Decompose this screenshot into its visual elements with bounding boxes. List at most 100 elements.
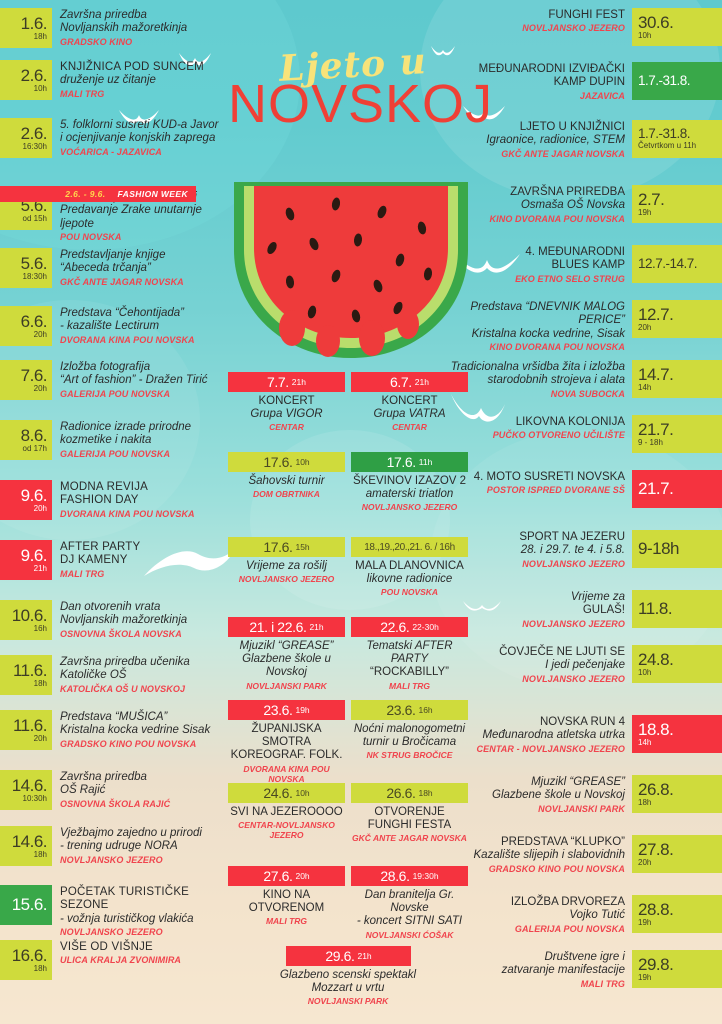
date-badge: 17.6. 15h <box>228 537 345 557</box>
event-row[interactable]: 2.6. 16:30h 5. folklorni susreti KUD-a Jav… <box>0 118 222 158</box>
event-card[interactable]: 17.6. 11h ŠKEVINOV IZAZOV 2 amaterski triat… <box>351 452 468 520</box>
event-row[interactable]: MEĐUNARODNI IZVIĐAČKI KAMP DUPIN JAZAVICA 1… <box>422 62 722 101</box>
event-row[interactable]: Vrijeme za GULAŠ! NOVLJANSKO JEZERO 11.8. <box>422 590 722 629</box>
time-text: 20h <box>33 503 47 513</box>
event-text: ČOVJEČE NE LJUTI SE I jedi pečenjake NOVLJ… <box>499 645 632 684</box>
date-badge: 11.8. <box>632 590 722 628</box>
event-row[interactable]: 14.6. 10:30h Završna priredba OŠ Rajić OSNOV… <box>0 770 222 810</box>
event-venue: JAZAVICA <box>579 90 625 101</box>
date-badge: 9.6. 21h <box>0 540 52 580</box>
date-badge: 28.8. 19h <box>632 895 722 933</box>
event-title-line: Noćni malonogometni <box>353 723 466 735</box>
event-title-line: 4. MOTO SUSRETI NOVSKA <box>473 471 625 483</box>
event-row[interactable]: 11.6. 20h Predstava “MUŠICA” Kristalna kock… <box>0 710 222 750</box>
event-row[interactable]: LJETO U KNJIŽNICI Igraonice, radionice, S… <box>422 120 722 159</box>
time-text: 10h <box>33 83 47 93</box>
time-text: 9 - 18h <box>638 437 663 447</box>
event-card[interactable]: 23.6. 19h ŽUPANIJSKA SMOTRA KOREOGRAF. FOLK… <box>228 700 345 791</box>
seagull-icon <box>452 250 522 278</box>
event-card[interactable]: 22.6. 22-30h Tematski AFTER PARTY “ROCKABIL… <box>351 617 468 698</box>
event-text: Završna priredba Novljanskih mažoretkinja… <box>52 8 187 47</box>
event-row[interactable]: FUNGHI FEST NOVLJANSKO JEZERO 30.6. 10h <box>422 8 722 46</box>
event-card[interactable]: 27.6. 20h KINO NA OTVORENOM MALI TRG <box>228 866 345 947</box>
event-row[interactable]: 4. MOTO SUSRETI NOVSKA POSTOR ISPRED DVOR… <box>422 470 722 508</box>
event-row[interactable]: PREDSTAVA “KLUPKO” Kazalište slijepih i s… <box>422 835 722 874</box>
event-venue: GRADSKO KINO POU NOVSKA <box>488 863 625 874</box>
event-row[interactable]: 5.6. 18:30h Predstavljanje knjige “Abeceda … <box>0 248 222 288</box>
watermelon-illustration <box>232 178 470 360</box>
event-row[interactable]: 9.6. 21h AFTER PARTY DJ KAMENY MALI TRG <box>0 540 222 580</box>
event-row[interactable]: Tradicionalna vršidba žita i izložba star… <box>422 360 722 399</box>
event-card[interactable]: 23.6. 16h Noćni malonogometni turnir u Broč… <box>351 700 468 791</box>
event-text: POČETAK TURISTIČKE SEZONE - vožnja turist… <box>52 885 222 938</box>
event-text: Vrijeme za GULAŠ! NOVLJANSKO JEZERO <box>522 590 632 629</box>
seagull-icon <box>430 45 456 59</box>
event-row[interactable]: 8.6. od 17h Radionice izrade prirodne kozme… <box>0 420 222 460</box>
time-text: 10:30h <box>22 793 47 803</box>
event-text: Vježbajmo zajedno u prirodi - trening udr… <box>52 826 202 865</box>
event-row[interactable]: 15.6. POČETAK TURISTIČKE SEZONE - vožnja t… <box>0 885 222 938</box>
event-row[interactable]: SPORT NA JEZERU 28. i 29.7. te 4. i 5.8. N… <box>422 530 722 569</box>
event-row[interactable]: 4. MEĐUNARODNI BLUES KAMP EKO ETNO SELO ST… <box>422 245 722 284</box>
event-row[interactable]: 2.6. 10h KNJIŽNICA POD SUNCEM druženje uz č… <box>0 60 222 100</box>
date-badge: 14.6. 10:30h <box>0 770 52 810</box>
event-row[interactable]: Društvene igre i zatvaranje manifestacije… <box>422 950 722 989</box>
event-row[interactable]: LIKOVNA KOLONIJA PUČKO OTVORENO UČILIŠTE 2… <box>422 415 722 453</box>
event-row[interactable]: Mjuzikl “GREASE” Glazbene škole u Novskoj… <box>422 775 722 814</box>
event-row[interactable]: 16.6. 18h VIŠE OD VIŠNJE ULICA KRALJA ZVONI… <box>0 940 222 980</box>
time-text: 20h <box>638 857 652 867</box>
event-row[interactable]: 6.6. 20h Predstava “Čehontijada” - kazališt… <box>0 306 222 346</box>
event-row[interactable]: ZAVRŠNA PRIREDBA Osmaša OŠ Novska KINO DVO… <box>422 185 722 224</box>
date-badge: 29.6. 21h <box>286 946 411 966</box>
event-venue: CENTAR-NOVLJANSKO JEZERO <box>238 820 335 841</box>
event-title-line: POČETAK TURISTIČKE SEZONE <box>60 886 190 912</box>
event-row[interactable]: 14.6. 18h Vježbajmo zajedno u prirodi - tre… <box>0 826 222 866</box>
event-row[interactable]: 7.6. 20h Izložba fotografija “Art of fashio… <box>0 360 222 400</box>
date-badge: 23.6. 19h <box>228 700 345 720</box>
event-title-line: I jedi pečenjake <box>545 659 625 672</box>
event-card[interactable]: 17.6. 15h Vrijeme za rošilj NOVLJANSKO JEZE… <box>228 537 345 605</box>
time-text: 20h <box>638 322 652 332</box>
time-text: 10h <box>638 667 652 677</box>
event-title-line: KAMP DUPIN <box>553 76 625 89</box>
event-text: KONCERT Grupa VATRA CENTAR <box>351 392 468 440</box>
event-card[interactable]: 18.,19.,20.,21. 6. / 16h MALA DLANOVNICA l… <box>351 537 468 605</box>
event-title-line: 4. MEĐUNARODNI <box>525 246 625 258</box>
event-title-line: SPORT NA JEZERU <box>519 531 625 543</box>
event-row[interactable]: 11.6. 18h Završna priredba učenika Katoličk… <box>0 655 222 695</box>
event-card[interactable]: 7.7. 21h KONCERT Grupa VIGOR CENTAR <box>228 372 345 440</box>
time-text: 21h <box>291 377 306 387</box>
date-badge: 27.8. 20h <box>632 835 722 873</box>
event-row[interactable]: 10.6. 16h Dan otvorenih vrata Novljanskih m… <box>0 600 222 640</box>
time-text: 10h <box>295 788 310 798</box>
event-venue: NK STRUG BROČICE <box>366 750 453 761</box>
event-card[interactable]: 24.6. 10h SVI NA JEZEROOOO CENTAR-NOVLJANSK… <box>228 783 345 851</box>
event-row[interactable]: Predstava “DNEVNIK MALOG PERICE” Kristaln… <box>422 300 722 353</box>
event-row[interactable]: 9.6. 20h MODNA REVIJA FASHION DAY DVORANA KI… <box>0 480 222 520</box>
date-text: 28.6. <box>380 868 410 884</box>
event-card[interactable]: 29.6. 21h Glazbeno scenski spektakl Mozzart… <box>280 946 416 1014</box>
date-text: 2.6. <box>20 65 48 85</box>
event-title-line: Predstava “MUŠICA” <box>60 711 168 723</box>
event-row[interactable]: ČOVJEČE NE LJUTI SE I jedi pečenjake NOVLJ… <box>422 645 722 684</box>
date-text: 29.6. <box>325 948 355 964</box>
event-title-line: Grupa VATRA <box>373 408 446 421</box>
event-card[interactable]: 28.6. 19:30h Dan branitelja Gr. Novske - ko… <box>351 866 468 947</box>
event-title-line: Predstava “DNEVNIK MALOG PERICE” <box>470 301 625 327</box>
date-badge: 21.7. 9 - 18h <box>632 415 722 453</box>
event-row[interactable]: IZLOŽBA DRVOREZA Vojko Tutić GALERIJA POU … <box>422 895 722 934</box>
event-text: Predstava “DNEVNIK MALOG PERICE” Kristaln… <box>422 300 632 353</box>
event-title-line: Dan branitelja Gr. Novske <box>364 889 455 915</box>
time-text: 19h <box>638 207 652 217</box>
event-card[interactable]: 6.7. 21h KONCERT Grupa VATRA CENTAR <box>351 372 468 440</box>
event-card[interactable]: 21. i 22.6. 21h Mjuzikl “GREASE” Glazbene š… <box>228 617 345 698</box>
event-row[interactable]: 1.6. 18h Završna priredba Novljanskih mažor… <box>0 8 222 48</box>
event-card[interactable]: 17.6. 10h Šahovski turnir DOM OBRTNIKA <box>228 452 345 520</box>
event-title-line: - vožnja turističkog vlakića <box>60 912 194 925</box>
event-title-line: druženje uz čitanje <box>60 74 156 87</box>
event-title-line: Glazbeno scenski spektakl <box>279 969 417 981</box>
event-text: VIŠE OD VIŠNJE ULICA KRALJA ZVONIMIRA <box>52 940 181 966</box>
time-text: 19h <box>638 917 652 927</box>
event-row[interactable]: NOVSKA RUN 4 Međunarodna atletska utrka CE… <box>422 715 722 754</box>
event-card[interactable]: 26.6. 18h OTVORENJE FUNGHI FESTA GKČ ANTE JA… <box>351 783 468 851</box>
